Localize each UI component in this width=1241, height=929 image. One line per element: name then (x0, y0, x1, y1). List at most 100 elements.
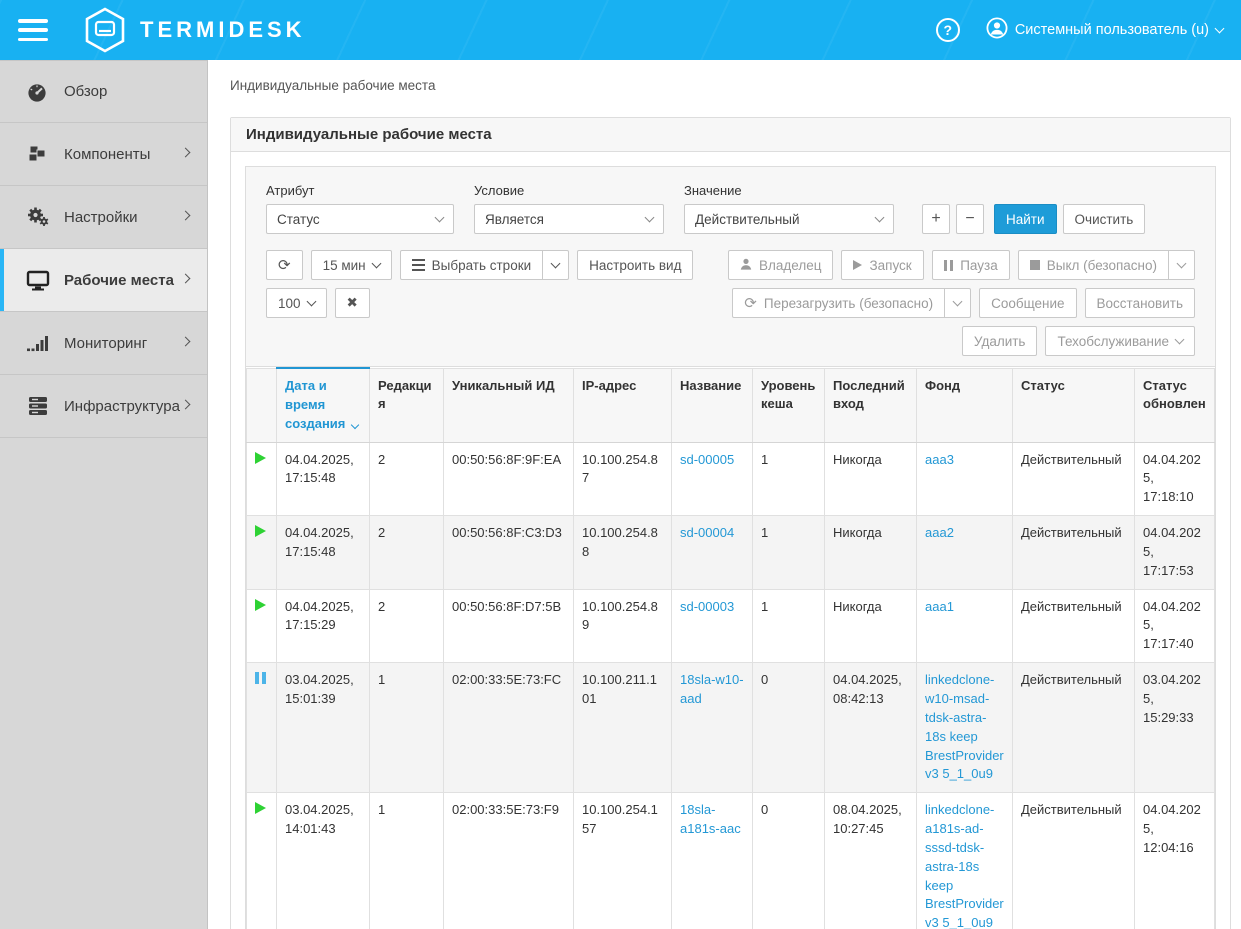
table-cell: 03.04.2025, 14:01:43 (277, 793, 370, 929)
pool-link[interactable]: aaa1 (925, 599, 954, 614)
table-cell: 03.04.2025, 15:29:33 (1135, 663, 1215, 793)
chevron-right-icon (181, 337, 191, 347)
interval-select[interactable]: 15 мин (311, 250, 392, 280)
sidebar-item-workplaces[interactable]: Рабочие места (0, 249, 207, 312)
restore-button[interactable]: Восстановить (1085, 288, 1195, 318)
column-header-name[interactable]: Название (672, 368, 753, 442)
reboot-dropdown[interactable] (945, 288, 971, 318)
table-cell: 0 (753, 663, 825, 793)
column-header-cache-level[interactable]: Уровень кеша (753, 368, 825, 442)
workplace-name-link[interactable]: sd-00003 (680, 599, 734, 614)
table-cell: 10.100.211.101 (574, 663, 672, 793)
sidebar-item-settings[interactable]: Настройки (0, 186, 207, 249)
column-header-ip[interactable]: IP-адрес (574, 368, 672, 442)
poweroff-button[interactable]: Выкл (безопасно) (1018, 250, 1169, 280)
delete-button[interactable]: Удалить (962, 326, 1038, 356)
chevron-down-icon (645, 213, 655, 223)
chevron-down-icon (875, 213, 885, 223)
table-cell: 1 (370, 793, 444, 929)
column-header-status-updated[interactable]: Статус обновлен (1135, 368, 1215, 442)
chevron-down-icon (1215, 24, 1225, 34)
table-toolbox: Атрибут Статус Условие Является (245, 166, 1216, 929)
poweroff-dropdown[interactable] (1169, 250, 1195, 280)
sidebar-item-infrastructure[interactable]: Инфраструктура (0, 375, 207, 438)
list-icon (412, 259, 425, 272)
message-button[interactable]: Сообщение (979, 288, 1076, 318)
chevron-down-icon (1177, 259, 1187, 269)
sidebar-item-label: Обзор (64, 83, 191, 100)
column-header-pool[interactable]: Фонд (917, 368, 1013, 442)
sidebar-item-components[interactable]: Компоненты (0, 123, 207, 186)
chevron-right-icon (181, 274, 191, 284)
help-icon[interactable]: ? (936, 18, 960, 42)
workplace-name-link[interactable]: sd-00005 (680, 452, 734, 467)
table-cell: 2 (370, 589, 444, 663)
column-header-unique-id[interactable]: Уникальный ИД (444, 368, 574, 442)
table-row: 03.04.2025, 14:01:43102:00:33:5E:73:F910… (247, 793, 1215, 929)
column-header-last-login[interactable]: Последний вход (825, 368, 917, 442)
clear-selection-button[interactable]: ✖ (335, 288, 370, 318)
sidebar: Обзор Компоненты (0, 60, 208, 929)
menu-hamburger-icon[interactable] (18, 19, 48, 41)
server-stack-icon (26, 395, 50, 417)
page-size-value: 100 (278, 296, 301, 311)
select-rows-button[interactable]: Выбрать строки (400, 250, 544, 280)
clear-button[interactable]: Очистить (1063, 204, 1146, 234)
user-name: Системный пользователь (u) (1015, 22, 1209, 38)
sidebar-item-monitoring[interactable]: Мониторинг (0, 312, 207, 375)
pool-link[interactable]: aaa2 (925, 525, 954, 540)
owner-button[interactable]: Владелец (728, 250, 833, 280)
workplace-name-link[interactable]: 18sla-a181s-aac (680, 802, 741, 836)
select-rows-dropdown[interactable] (543, 250, 569, 280)
reboot-button[interactable]: ⟳Перезагрузить (безопасно) (732, 288, 945, 318)
running-state-icon (255, 452, 266, 464)
table-cell: 03.04.2025, 15:01:39 (277, 663, 370, 793)
configure-view-button[interactable]: Настроить вид (577, 250, 693, 280)
page: TERMIDESK ? Системный пользователь (u) (0, 0, 1241, 929)
workplace-name-link[interactable]: sd-00004 (680, 525, 734, 540)
user-menu[interactable]: Системный пользователь (u) (986, 17, 1223, 43)
attribute-label: Атрибут (266, 183, 454, 198)
running-state-icon (255, 802, 266, 814)
user-avatar-icon (986, 17, 1008, 43)
pause-button[interactable]: Пауза (932, 250, 1010, 280)
sidebar-item-label: Рабочие места (64, 272, 182, 289)
page-size-select[interactable]: 100 (266, 288, 327, 318)
chevron-down-icon (306, 297, 316, 307)
remove-filter-button[interactable]: − (956, 204, 984, 234)
table-cell: aaa2 (917, 516, 1013, 590)
interval-value: 15 мин (323, 258, 366, 273)
table-cell (247, 663, 277, 793)
column-header-created[interactable]: Дата и время создания (277, 368, 370, 442)
table-cell: 04.04.2025, 08:42:13 (825, 663, 917, 793)
play-icon (853, 260, 862, 270)
search-button[interactable]: Найти (994, 204, 1057, 234)
pool-link[interactable]: linkedclone-w10-msad-tdsk-astra-18s keep… (925, 672, 1004, 781)
table-cell: sd-00004 (672, 516, 753, 590)
table-cell: 00:50:56:8F:C3:D3 (444, 516, 574, 590)
column-header-revision[interactable]: Редакция (370, 368, 444, 442)
pool-link[interactable]: aaa3 (925, 452, 954, 467)
table-cell: 04.04.2025, 17:15:48 (277, 442, 370, 516)
workplaces-panel: Индивидуальные рабочие места Атрибут Ста… (230, 117, 1231, 929)
sidebar-item-overview[interactable]: Обзор (0, 60, 207, 123)
value-select[interactable]: Действительный (684, 204, 894, 234)
maintenance-button[interactable]: Техобслуживание (1045, 326, 1195, 356)
reboot-label: Перезагрузить (безопасно) (764, 296, 933, 311)
add-filter-button[interactable]: + (922, 204, 950, 234)
condition-select[interactable]: Является (474, 204, 664, 234)
pool-link[interactable]: linkedclone-a181s-ad-sssd-tdsk-astra-18s… (925, 802, 1004, 929)
workplace-name-link[interactable]: 18sla-w10-aad (680, 672, 744, 706)
table-cell (247, 793, 277, 929)
refresh-button[interactable]: ⟳ (266, 250, 303, 280)
sort-chevron-down-icon (351, 420, 359, 428)
table-cell: 1 (370, 663, 444, 793)
column-header-status[interactable]: Статус (1013, 368, 1135, 442)
page-title: Индивидуальные рабочие места (231, 118, 1230, 152)
attribute-select[interactable]: Статус (266, 204, 454, 234)
start-label: Запуск (869, 258, 911, 273)
running-state-icon (255, 599, 266, 611)
value-label: Значение (684, 183, 894, 198)
table-cell: 00:50:56:8F:D7:5B (444, 589, 574, 663)
start-button[interactable]: Запуск (841, 250, 923, 280)
